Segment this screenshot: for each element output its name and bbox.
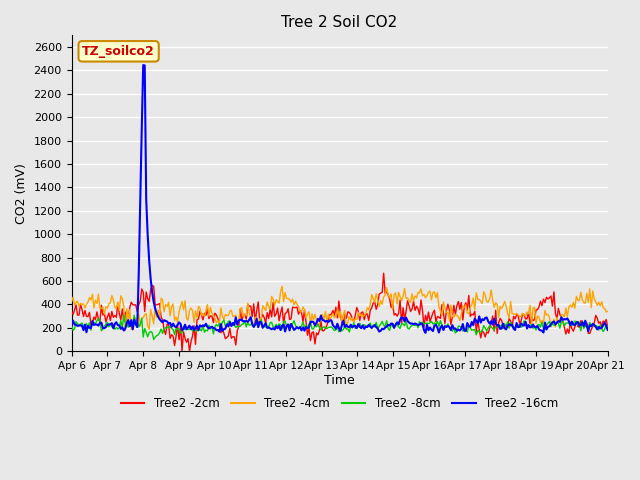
Text: TZ_soilco2: TZ_soilco2 xyxy=(83,45,155,58)
Y-axis label: CO2 (mV): CO2 (mV) xyxy=(15,163,28,224)
Legend: Tree2 -2cm, Tree2 -4cm, Tree2 -8cm, Tree2 -16cm: Tree2 -2cm, Tree2 -4cm, Tree2 -8cm, Tree… xyxy=(116,392,563,415)
X-axis label: Time: Time xyxy=(324,374,355,387)
Title: Tree 2 Soil CO2: Tree 2 Soil CO2 xyxy=(282,15,397,30)
